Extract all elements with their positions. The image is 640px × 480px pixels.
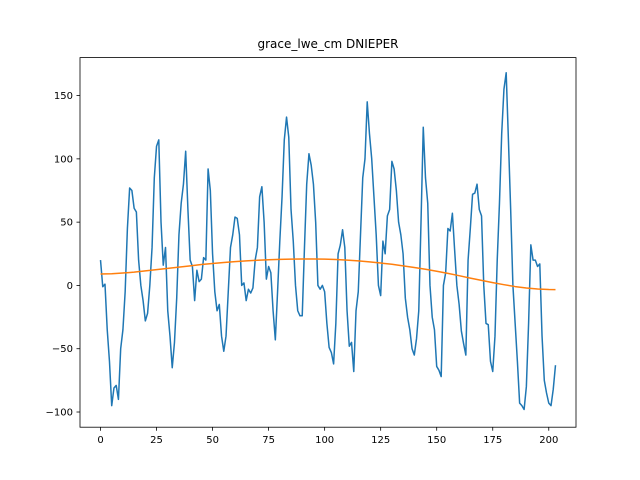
x-tick-label: 0 bbox=[97, 435, 103, 446]
series-line-1 bbox=[99, 72, 557, 411]
y-tick-label: 100 bbox=[54, 154, 73, 165]
series-layer bbox=[99, 72, 557, 411]
x-axis: 0 25 50 75 100 125 150 175 200 bbox=[97, 427, 558, 446]
x-tick-label: 175 bbox=[483, 435, 502, 446]
y-tick-label: −100 bbox=[46, 408, 73, 419]
plot-frame bbox=[79, 57, 577, 428]
x-tick-label: 50 bbox=[206, 435, 219, 446]
x-tick-label: 100 bbox=[315, 435, 334, 446]
chart-title: grace_lwe_cm DNIEPER bbox=[257, 37, 398, 51]
x-tick-label: 200 bbox=[539, 435, 558, 446]
x-tick-label: 75 bbox=[262, 435, 275, 446]
x-tick-label: 150 bbox=[427, 435, 446, 446]
series-line-2 bbox=[100, 258, 556, 291]
x-tick-label: 125 bbox=[371, 435, 390, 446]
x-tick-label: 25 bbox=[150, 435, 163, 446]
y-tick-label: 150 bbox=[54, 91, 73, 102]
y-tick-label: −50 bbox=[52, 344, 73, 355]
y-tick-label: 50 bbox=[60, 218, 73, 229]
y-tick-label: 0 bbox=[67, 281, 73, 292]
y-axis: −100 −50 0 50 100 150 bbox=[46, 91, 80, 419]
